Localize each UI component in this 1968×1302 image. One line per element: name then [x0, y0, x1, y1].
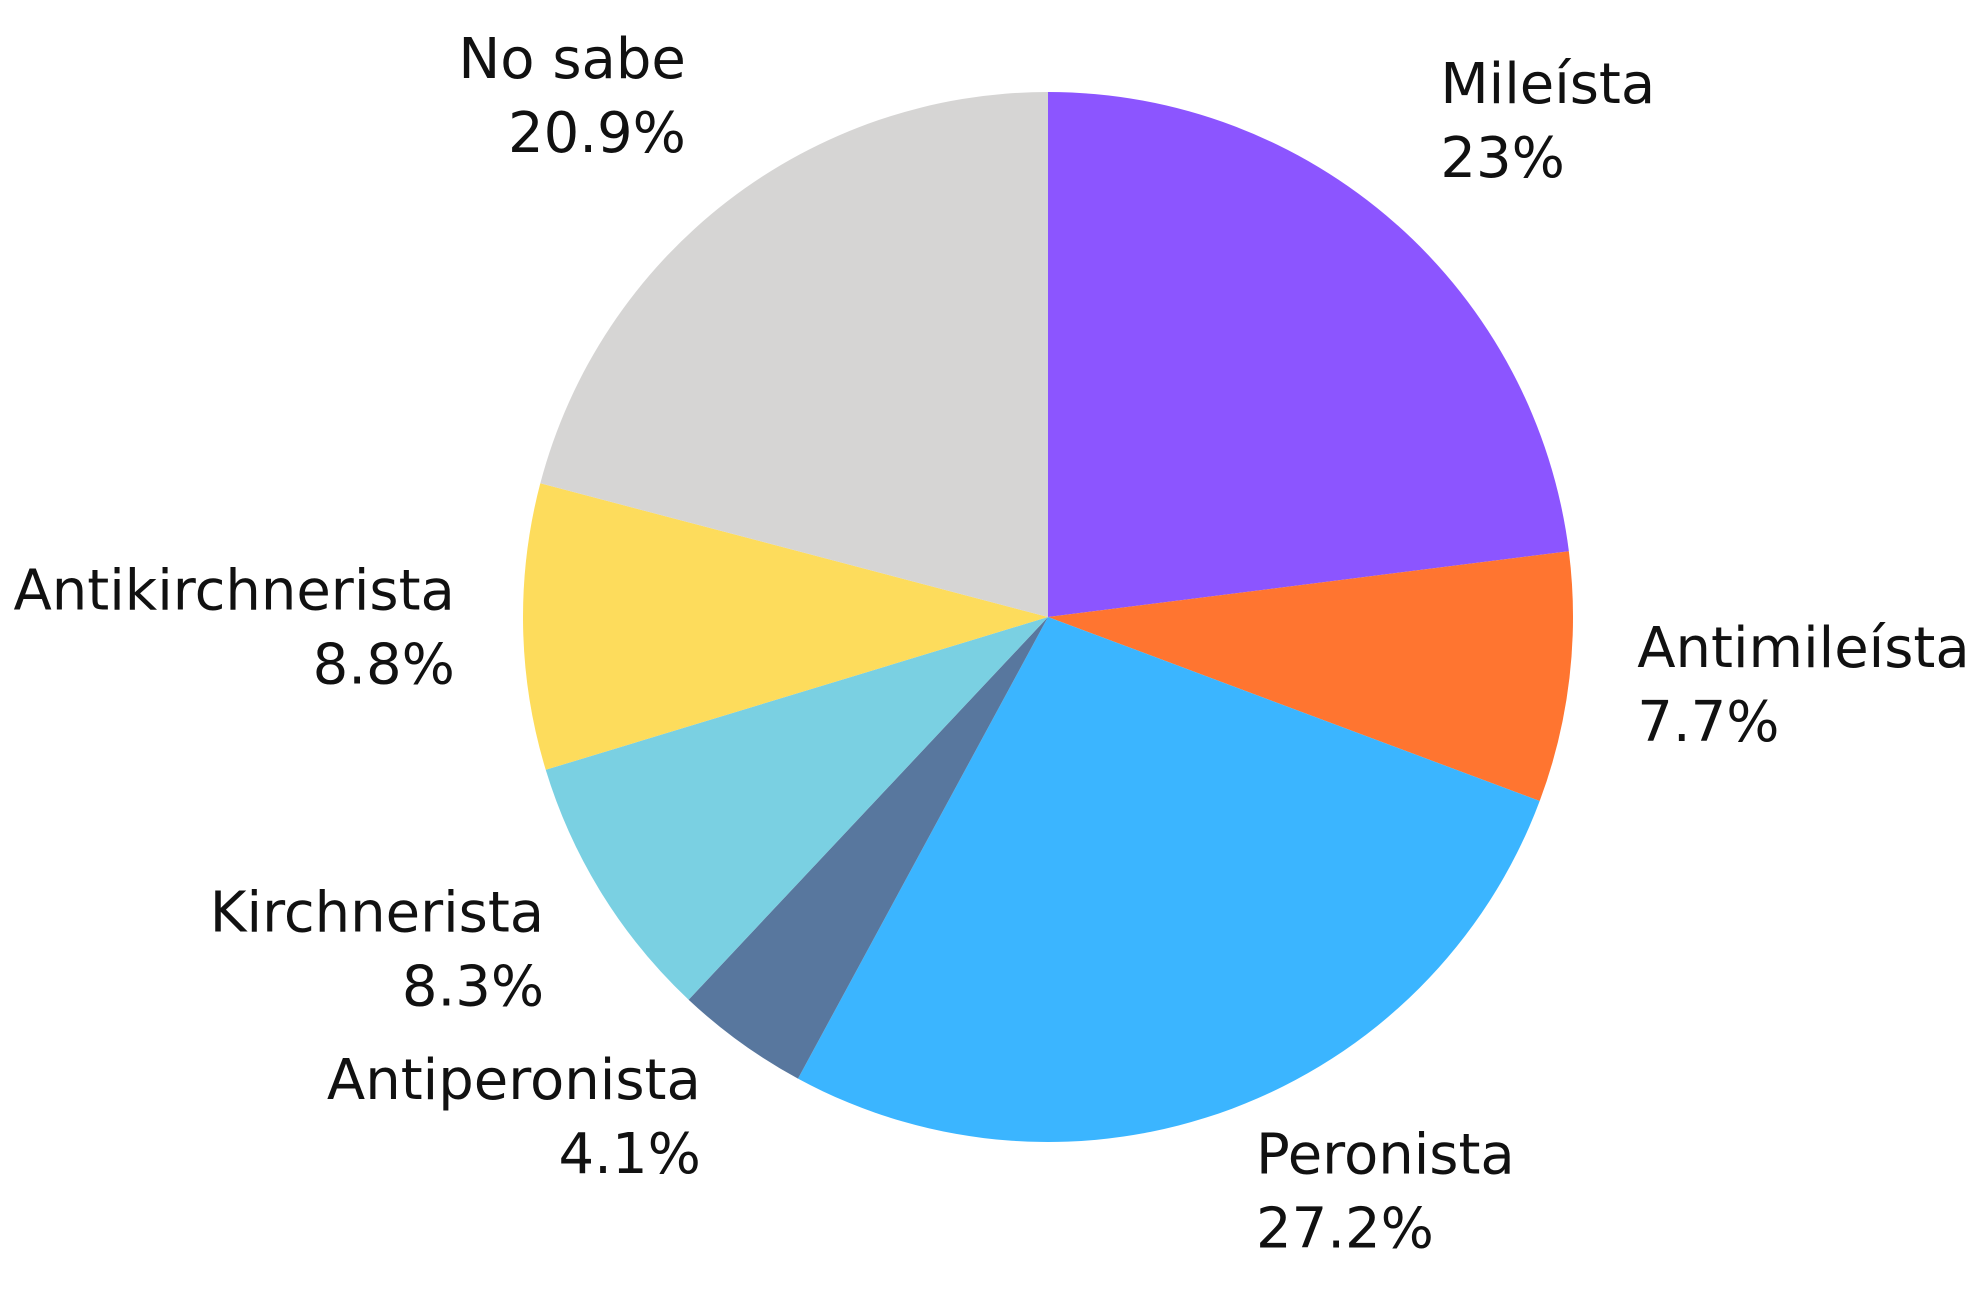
- slice-label: Mileísta: [1440, 52, 1655, 117]
- slice-value-label: 8.8%: [313, 632, 455, 697]
- slice-value-label: 4.1%: [559, 1122, 701, 1187]
- slice-value-label: 27.2%: [1256, 1197, 1434, 1262]
- slice-value-label: 23%: [1440, 126, 1564, 191]
- slice-label: Antimileísta: [1637, 616, 1968, 681]
- slice-label: Antiperonista: [327, 1048, 701, 1113]
- pie-slice: [797, 617, 1540, 1143]
- pie-slice: [1048, 92, 1569, 617]
- slice-value-label: 7.7%: [1637, 690, 1779, 755]
- slice-value-label: 20.9%: [508, 101, 686, 166]
- slice-value-label: 8.3%: [402, 954, 544, 1019]
- slice-label: No sabe: [458, 27, 685, 92]
- pie-slice: [523, 483, 1048, 770]
- pie-slice: [545, 617, 1048, 1000]
- slice-label: Peronista: [1256, 1123, 1515, 1188]
- slice-label: Kirchnerista: [210, 880, 544, 945]
- pie-slice: [1048, 551, 1573, 802]
- slice-label: Antikirchnerista: [13, 558, 454, 623]
- pie-slice: [540, 92, 1048, 617]
- pie-slice: [688, 617, 1048, 1079]
